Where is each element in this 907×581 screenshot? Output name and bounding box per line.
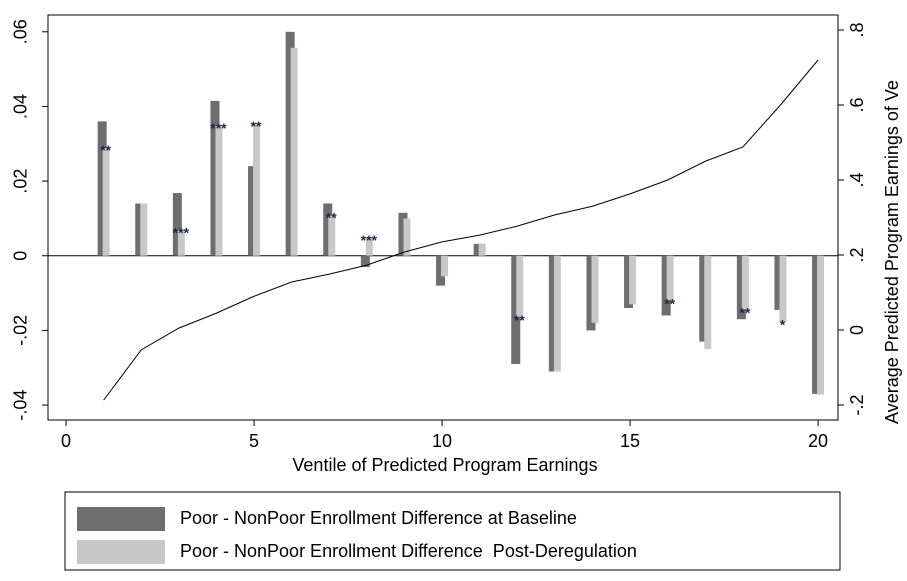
bar — [253, 123, 261, 256]
bar — [661, 255, 671, 316]
significance-label: ** — [739, 305, 750, 321]
bar — [323, 203, 333, 256]
x-tick-label: 15 — [620, 431, 640, 451]
bar — [629, 255, 637, 305]
bar — [817, 255, 825, 395]
y2-tick-label: .6 — [847, 97, 867, 112]
significance-label: * — [780, 317, 786, 333]
legend-swatch — [77, 507, 165, 531]
bar — [736, 255, 746, 320]
bar — [135, 203, 145, 256]
bar — [210, 100, 220, 256]
bar — [699, 255, 709, 342]
bar — [328, 214, 336, 256]
y-tick-label: -.04 — [11, 390, 31, 421]
bar — [441, 255, 449, 277]
legend-box — [64, 491, 841, 571]
y2-tick-label: -.2 — [847, 394, 867, 415]
bar — [97, 121, 107, 256]
significance-label: ** — [100, 142, 111, 158]
bar — [403, 218, 411, 256]
y-tick-label: -.02 — [11, 315, 31, 346]
bar — [172, 193, 182, 256]
bar — [398, 212, 408, 256]
x-tick-label: 5 — [249, 431, 259, 451]
y-tick-label: .02 — [11, 169, 31, 194]
significance-label: ** — [326, 209, 337, 225]
x-tick-label: 10 — [432, 431, 452, 451]
line — [103, 59, 819, 401]
bar — [290, 47, 298, 256]
bar — [553, 255, 561, 372]
significance-label: *** — [173, 224, 190, 240]
plot-frame — [47, 14, 839, 421]
bar — [586, 255, 596, 331]
bar — [511, 255, 521, 365]
legend-label: Poor - NonPoor Enrollment Difference Pos… — [180, 541, 637, 561]
bar — [704, 255, 712, 350]
bar — [812, 255, 822, 394]
bar — [741, 255, 749, 310]
bar — [177, 229, 185, 256]
legend-swatch — [77, 540, 165, 564]
significance-label: ** — [664, 295, 675, 311]
y-tick-label: 0 — [11, 251, 31, 261]
x-tick-label: 0 — [61, 431, 71, 451]
significance-label: ** — [251, 118, 262, 134]
significance-label: *** — [361, 232, 378, 248]
y2-tick-label: 0 — [847, 325, 867, 335]
bar — [102, 147, 110, 256]
y2-tick-label: .8 — [847, 22, 867, 37]
significance-label: *** — [210, 120, 227, 136]
bar — [285, 31, 295, 256]
bar — [774, 255, 784, 310]
bar — [624, 255, 634, 309]
bar — [140, 203, 148, 256]
y2-tick-label: .4 — [847, 172, 867, 187]
bar — [591, 255, 599, 323]
bar — [365, 237, 373, 256]
bar — [516, 255, 524, 318]
bar — [473, 243, 483, 256]
bar — [666, 255, 674, 301]
bar — [215, 125, 223, 256]
y2-axis-title: Average Predicted Program Earnings of Ve — [882, 80, 902, 424]
bar — [436, 255, 446, 286]
y-tick-label: .06 — [11, 19, 31, 44]
significance-label: ** — [514, 312, 525, 328]
x-tick-label: 20 — [808, 431, 828, 451]
bar — [478, 243, 486, 256]
y-tick-label: .04 — [11, 94, 31, 119]
y2-tick-label: .2 — [847, 247, 867, 262]
bar — [248, 166, 258, 256]
bar — [360, 255, 370, 267]
x-axis-title: Ventile of Predicted Program Earnings — [292, 455, 597, 475]
bar — [548, 255, 558, 372]
bar — [779, 255, 787, 322]
legend-label: Poor - NonPoor Enrollment Difference at … — [180, 508, 577, 528]
